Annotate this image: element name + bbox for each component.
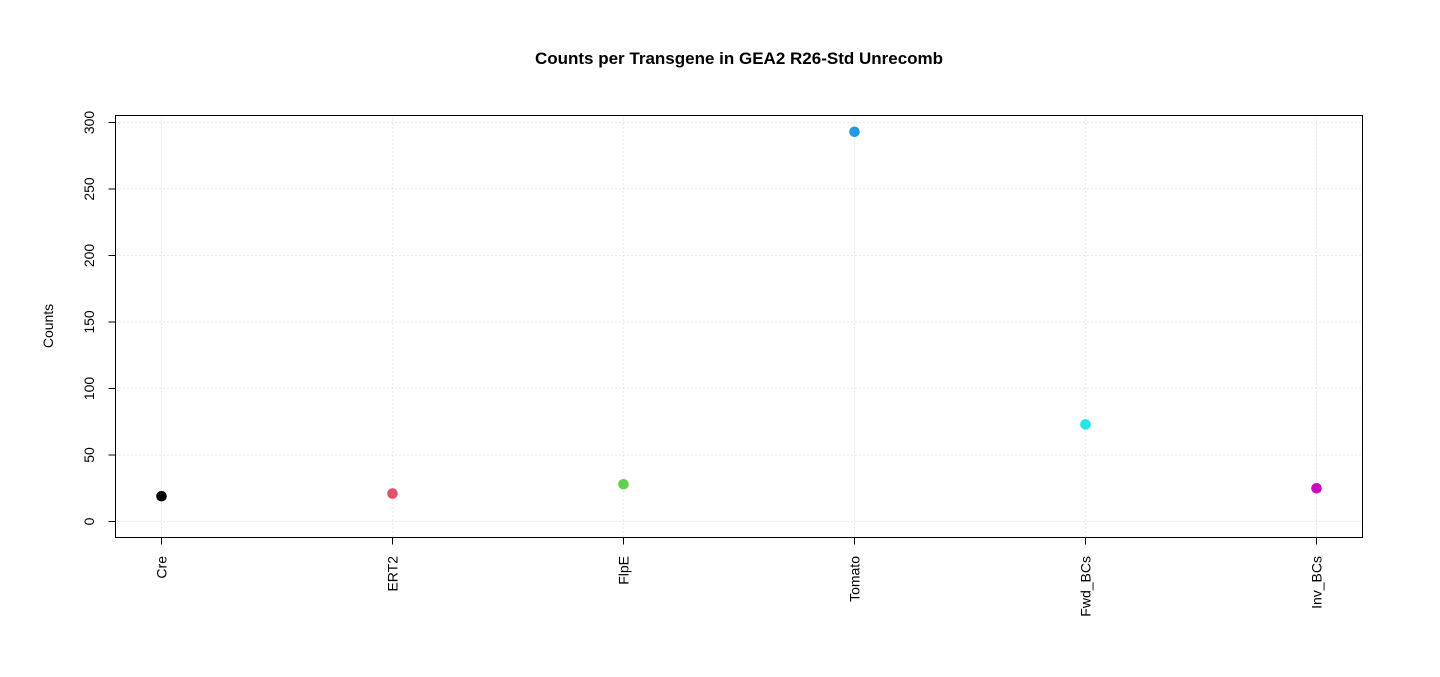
data-point-cre: [156, 490, 167, 502]
x-tick-label: Cre: [154, 556, 170, 579]
data-points: [156, 126, 1322, 502]
y-tick-label: 200: [81, 244, 97, 268]
y-tick-label: 0: [81, 517, 97, 525]
y-tick-label: 100: [81, 377, 97, 401]
y-tick-label: 250: [81, 177, 97, 201]
x-tick-label: FlpE: [616, 556, 632, 585]
x-tick-label: ERT2: [385, 556, 401, 592]
chart-title: Counts per Transgene in GEA2 R26-Std Unr…: [535, 49, 943, 68]
grid-lines: [115, 115, 1363, 538]
x-tick-label: Tomato: [847, 556, 863, 602]
x-tick-label: Fwd_BCs: [1078, 556, 1094, 617]
data-point-inv-bcs: [1311, 482, 1322, 494]
data-point-ert2: [387, 488, 398, 499]
data-point-flpe: [618, 478, 629, 490]
y-tick-label: 150: [81, 310, 97, 334]
data-point-fwd-bcs: [1080, 419, 1091, 430]
axes: 0 50 100 150 200 250 300 Cre ERT2 FlpE Tomato Fwd_B…: [81, 111, 1325, 617]
y-tick-label: 50: [81, 447, 97, 463]
y-tick-label: 300: [81, 111, 97, 135]
x-tick-label: Inv_BCs: [1309, 556, 1325, 609]
plot-border: [115, 115, 1363, 538]
data-point-tomato: [849, 126, 860, 138]
y-axis-label: Counts: [40, 304, 56, 348]
